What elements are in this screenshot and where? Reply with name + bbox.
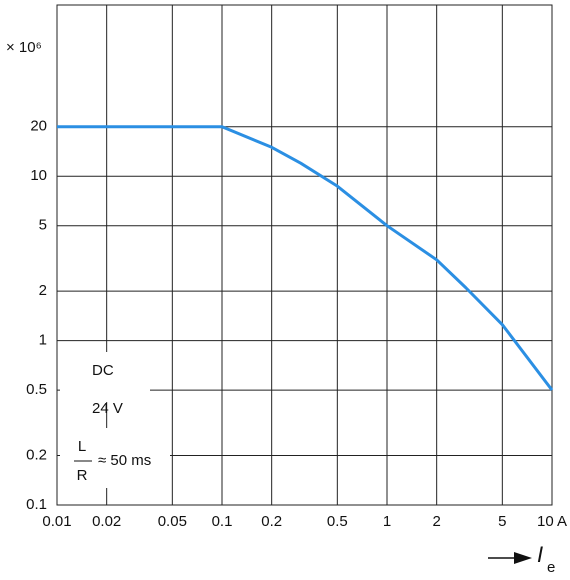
annotation: L xyxy=(78,438,86,455)
x-tick-label: 5 xyxy=(498,513,506,530)
x-tick-label: 0.01 xyxy=(42,513,71,530)
annotation-bg xyxy=(60,352,150,402)
annotation: 24 V xyxy=(92,400,123,417)
x-tick-label: 2 xyxy=(432,513,440,530)
y-tick-label: 0.2 xyxy=(26,446,47,463)
annotation: DC xyxy=(92,362,114,379)
x-tick-label: 0.1 xyxy=(212,513,233,530)
x-tick-label: 0.2 xyxy=(261,513,282,530)
x-tick-label: 1 xyxy=(383,513,391,530)
y-tick-label: 2 xyxy=(39,282,47,299)
x-axis-label: I xyxy=(537,542,543,567)
arrow-head xyxy=(514,552,532,564)
annotation: ≈ 50 ms xyxy=(98,452,151,469)
line xyxy=(57,125,554,391)
y-unit: × 10⁶ xyxy=(6,39,42,56)
annotation: R xyxy=(77,467,88,484)
y-tick-label: 1 xyxy=(39,332,47,349)
y-tick-label: 0.5 xyxy=(26,381,47,398)
x-axis-label-sub: e xyxy=(547,559,555,576)
y-tick-label: 5 xyxy=(39,217,47,234)
x-tick-label: 0.05 xyxy=(158,513,187,530)
y-tick-label: 10 xyxy=(30,167,47,184)
y-tick-label: 0.1 xyxy=(26,496,47,513)
x-tick-label: 0.02 xyxy=(92,513,121,530)
annotations: DC 24 V L R ≈ 50 ms xyxy=(60,352,170,488)
x-tick-label: 10 A xyxy=(537,513,567,530)
x-tick-label: 0.5 xyxy=(327,513,348,530)
y-tick-label: 20 xyxy=(30,118,47,135)
annotation-bg xyxy=(60,428,170,488)
